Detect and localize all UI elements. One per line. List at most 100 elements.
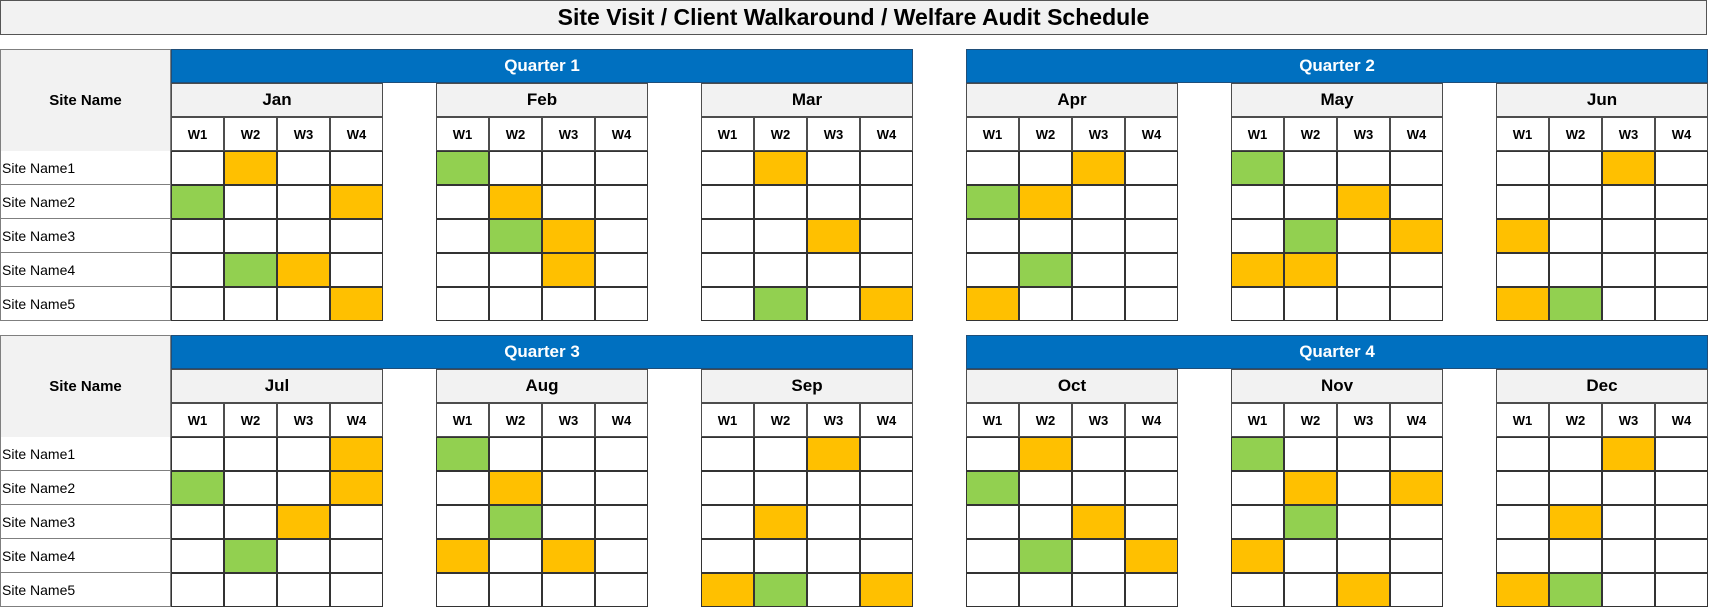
- schedule-cell[interactable]: [1019, 253, 1072, 287]
- schedule-cell[interactable]: [1231, 573, 1284, 607]
- schedule-cell[interactable]: [1231, 219, 1284, 253]
- schedule-cell[interactable]: [1231, 505, 1284, 539]
- schedule-cell[interactable]: [1072, 471, 1125, 505]
- schedule-cell[interactable]: [1337, 253, 1390, 287]
- schedule-cell[interactable]: [1549, 219, 1602, 253]
- schedule-cell[interactable]: [1496, 151, 1549, 185]
- schedule-cell[interactable]: [1655, 539, 1708, 573]
- schedule-cell[interactable]: [1231, 437, 1284, 471]
- schedule-cell[interactable]: [1284, 505, 1337, 539]
- schedule-cell[interactable]: [807, 573, 860, 607]
- schedule-cell[interactable]: [489, 185, 542, 219]
- schedule-cell[interactable]: [436, 471, 489, 505]
- schedule-cell[interactable]: [754, 151, 807, 185]
- schedule-cell[interactable]: [277, 573, 330, 607]
- schedule-cell[interactable]: [1655, 287, 1708, 321]
- schedule-cell[interactable]: [807, 219, 860, 253]
- schedule-cell[interactable]: [489, 219, 542, 253]
- schedule-cell[interactable]: [330, 539, 383, 573]
- schedule-cell[interactable]: [1284, 185, 1337, 219]
- schedule-cell[interactable]: [1655, 471, 1708, 505]
- schedule-cell[interactable]: [701, 185, 754, 219]
- schedule-cell[interactable]: [542, 573, 595, 607]
- schedule-cell[interactable]: [224, 287, 277, 321]
- schedule-cell[interactable]: [1549, 151, 1602, 185]
- schedule-cell[interactable]: [754, 253, 807, 287]
- schedule-cell[interactable]: [224, 539, 277, 573]
- schedule-cell[interactable]: [1019, 437, 1072, 471]
- schedule-cell[interactable]: [966, 219, 1019, 253]
- schedule-cell[interactable]: [754, 437, 807, 471]
- schedule-cell[interactable]: [1019, 287, 1072, 321]
- schedule-cell[interactable]: [224, 505, 277, 539]
- schedule-cell[interactable]: [489, 437, 542, 471]
- schedule-cell[interactable]: [1019, 471, 1072, 505]
- schedule-cell[interactable]: [489, 505, 542, 539]
- schedule-cell[interactable]: [224, 219, 277, 253]
- schedule-cell[interactable]: [595, 573, 648, 607]
- schedule-cell[interactable]: [1337, 539, 1390, 573]
- schedule-cell[interactable]: [171, 505, 224, 539]
- schedule-cell[interactable]: [807, 151, 860, 185]
- schedule-cell[interactable]: [171, 185, 224, 219]
- schedule-cell[interactable]: [1337, 437, 1390, 471]
- schedule-cell[interactable]: [1284, 539, 1337, 573]
- schedule-cell[interactable]: [542, 539, 595, 573]
- schedule-cell[interactable]: [754, 185, 807, 219]
- schedule-cell[interactable]: [595, 505, 648, 539]
- schedule-cell[interactable]: [1549, 573, 1602, 607]
- schedule-cell[interactable]: [1125, 471, 1178, 505]
- schedule-cell[interactable]: [542, 437, 595, 471]
- schedule-cell[interactable]: [330, 287, 383, 321]
- schedule-cell[interactable]: [1549, 437, 1602, 471]
- schedule-cell[interactable]: [224, 253, 277, 287]
- schedule-cell[interactable]: [1337, 185, 1390, 219]
- schedule-cell[interactable]: [171, 151, 224, 185]
- schedule-cell[interactable]: [860, 253, 913, 287]
- schedule-cell[interactable]: [330, 505, 383, 539]
- schedule-cell[interactable]: [1125, 151, 1178, 185]
- schedule-cell[interactable]: [966, 253, 1019, 287]
- schedule-cell[interactable]: [277, 471, 330, 505]
- schedule-cell[interactable]: [1549, 505, 1602, 539]
- schedule-cell[interactable]: [1655, 437, 1708, 471]
- schedule-cell[interactable]: [1072, 539, 1125, 573]
- schedule-cell[interactable]: [966, 437, 1019, 471]
- schedule-cell[interactable]: [1019, 151, 1072, 185]
- schedule-cell[interactable]: [1390, 219, 1443, 253]
- schedule-cell[interactable]: [1390, 437, 1443, 471]
- schedule-cell[interactable]: [436, 505, 489, 539]
- schedule-cell[interactable]: [171, 471, 224, 505]
- schedule-cell[interactable]: [277, 219, 330, 253]
- schedule-cell[interactable]: [171, 253, 224, 287]
- schedule-cell[interactable]: [1496, 505, 1549, 539]
- schedule-cell[interactable]: [1019, 539, 1072, 573]
- schedule-cell[interactable]: [966, 185, 1019, 219]
- schedule-cell[interactable]: [1125, 253, 1178, 287]
- schedule-cell[interactable]: [330, 151, 383, 185]
- schedule-cell[interactable]: [966, 505, 1019, 539]
- schedule-cell[interactable]: [807, 437, 860, 471]
- schedule-cell[interactable]: [436, 253, 489, 287]
- schedule-cell[interactable]: [489, 471, 542, 505]
- schedule-cell[interactable]: [1125, 437, 1178, 471]
- schedule-cell[interactable]: [966, 287, 1019, 321]
- schedule-cell[interactable]: [542, 219, 595, 253]
- schedule-cell[interactable]: [277, 185, 330, 219]
- schedule-cell[interactable]: [860, 573, 913, 607]
- schedule-cell[interactable]: [1125, 185, 1178, 219]
- schedule-cell[interactable]: [224, 185, 277, 219]
- schedule-cell[interactable]: [701, 287, 754, 321]
- schedule-cell[interactable]: [1602, 151, 1655, 185]
- schedule-cell[interactable]: [489, 151, 542, 185]
- schedule-cell[interactable]: [1072, 185, 1125, 219]
- schedule-cell[interactable]: [1231, 539, 1284, 573]
- schedule-cell[interactable]: [171, 437, 224, 471]
- schedule-cell[interactable]: [224, 151, 277, 185]
- schedule-cell[interactable]: [860, 185, 913, 219]
- schedule-cell[interactable]: [277, 151, 330, 185]
- schedule-cell[interactable]: [171, 573, 224, 607]
- schedule-cell[interactable]: [807, 539, 860, 573]
- schedule-cell[interactable]: [754, 505, 807, 539]
- schedule-cell[interactable]: [1390, 151, 1443, 185]
